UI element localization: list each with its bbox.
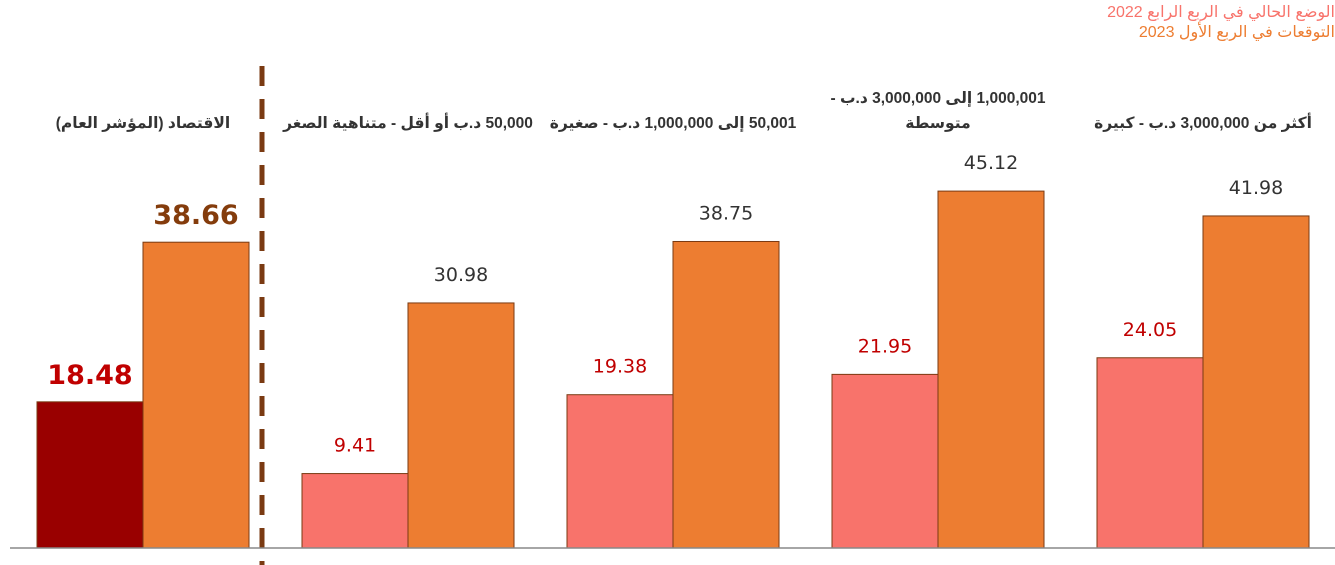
x-tick-label: أكثر من 3,000,000 د.ب - كبيرة: [1094, 115, 1312, 132]
data-label: 18.48: [47, 360, 132, 391]
data-label: 24.05: [1123, 319, 1177, 341]
x-tick-label: 50,001 إلى 1,000,000 د.ب - صغيرة: [549, 115, 797, 132]
x-tick-label: 1,000,001 إلى 3,000,000 د.ب - متوسطة: [830, 90, 1046, 132]
data-label: 38.75: [699, 202, 753, 224]
legend-label: الوضع الحالي في الربع الرابع 2022: [1107, 4, 1335, 21]
data-label: 21.95: [858, 335, 912, 357]
bar: [1096, 357, 1204, 549]
legend: الوضع الحالي في الربع الرابع 2022 التوقعا…: [0, 2, 1335, 41]
data-label: 30.98: [434, 264, 488, 286]
data-label: 9.41: [334, 435, 376, 457]
data-label: 41.98: [1229, 177, 1283, 199]
legend-item: التوقعات في الربع الأول 2023: [0, 22, 1335, 42]
bar: [301, 473, 409, 549]
legend-label: التوقعات في الربع الأول 2023: [1138, 24, 1335, 41]
x-tick-label: الاقتصاد (المؤشر العام): [55, 115, 231, 132]
data-label: 45.12: [964, 152, 1018, 174]
bar: [831, 373, 939, 549]
x-tick-label: 50,000 د.ب أو أقل - متناهية الصغر: [283, 115, 533, 132]
data-label: 19.38: [593, 356, 647, 378]
bar: [672, 240, 780, 549]
bar: [937, 190, 1045, 549]
bar: [1202, 215, 1310, 549]
data-label: 38.66: [153, 200, 238, 231]
bar: [407, 302, 515, 549]
legend-item: الوضع الحالي في الربع الرابع 2022: [0, 2, 1335, 22]
bar: [36, 401, 144, 549]
bar: [142, 241, 250, 549]
bar: [566, 394, 674, 549]
